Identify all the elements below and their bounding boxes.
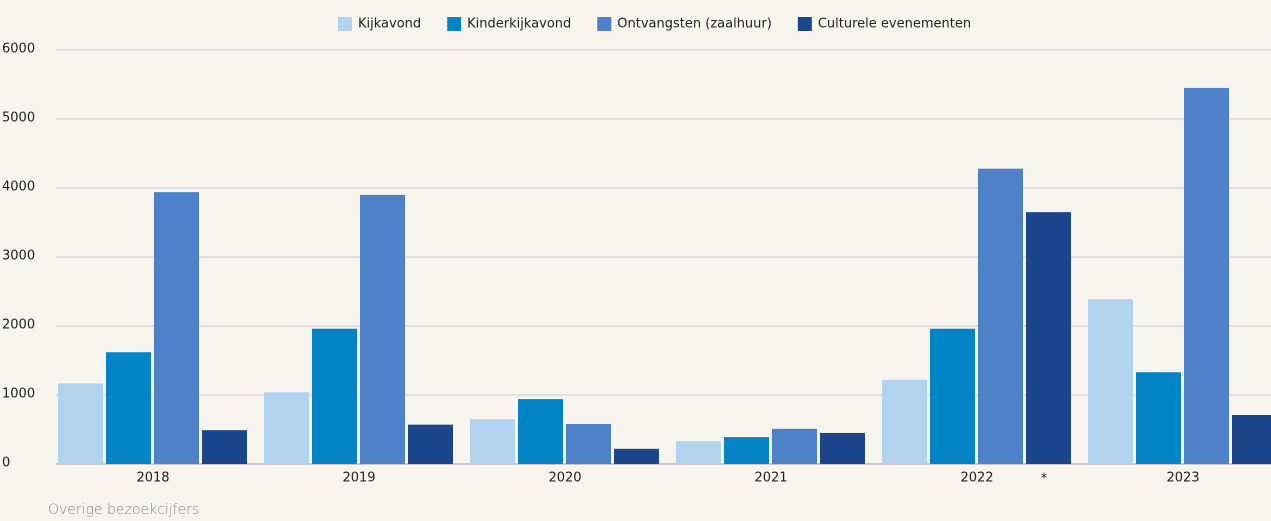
bar bbox=[566, 423, 611, 464]
y-tick-label: 6000 bbox=[2, 42, 35, 57]
legend-swatch bbox=[447, 17, 462, 31]
bar bbox=[312, 328, 357, 464]
annotation: * bbox=[1041, 472, 1048, 487]
y-tick-label: 2000 bbox=[2, 318, 35, 333]
legend-label: Kinderkijkavond bbox=[467, 17, 571, 32]
bar bbox=[154, 192, 199, 464]
bar bbox=[470, 419, 515, 464]
x-tick-label: 2019 bbox=[342, 471, 375, 486]
bar bbox=[1136, 372, 1181, 464]
bar bbox=[724, 437, 769, 464]
bar bbox=[978, 168, 1023, 464]
y-tick-label: 1000 bbox=[2, 387, 35, 402]
bar bbox=[58, 383, 103, 464]
x-tick-label: 2020 bbox=[548, 471, 581, 486]
y-tick-label: 4000 bbox=[2, 180, 35, 195]
x-tick-label: 2022 bbox=[960, 471, 993, 486]
legend-swatch bbox=[597, 17, 612, 31]
bar bbox=[1232, 415, 1271, 464]
y-tick-label: 5000 bbox=[2, 111, 35, 126]
bar bbox=[1088, 299, 1133, 464]
bar bbox=[1184, 87, 1229, 464]
bar bbox=[202, 430, 247, 464]
bar bbox=[676, 441, 721, 464]
bar bbox=[1026, 212, 1071, 464]
x-tick-label: 2021 bbox=[754, 471, 787, 486]
legend-label: Culturele evenementen bbox=[818, 17, 971, 32]
bar bbox=[360, 194, 405, 464]
legend-swatch bbox=[797, 17, 812, 31]
y-tick-label: 3000 bbox=[2, 249, 35, 264]
bar bbox=[408, 424, 453, 464]
bar bbox=[772, 428, 817, 464]
legend-swatch bbox=[338, 17, 352, 31]
bar bbox=[518, 399, 563, 464]
x-tick-label: 2018 bbox=[136, 471, 169, 486]
bar bbox=[614, 448, 659, 464]
bar bbox=[106, 352, 151, 464]
y-tick-label: 0 bbox=[2, 456, 10, 471]
legend-label: Ontvangsten (zaalhuur) bbox=[617, 17, 772, 32]
x-tick-label: 2023 bbox=[1166, 471, 1199, 486]
bar bbox=[930, 328, 975, 464]
legend-label: Kijkavond bbox=[358, 17, 421, 32]
bar bbox=[264, 392, 309, 464]
bar bbox=[882, 379, 927, 464]
caption: Overige bezoekcijfers bbox=[48, 502, 199, 518]
bar bbox=[820, 432, 865, 464]
